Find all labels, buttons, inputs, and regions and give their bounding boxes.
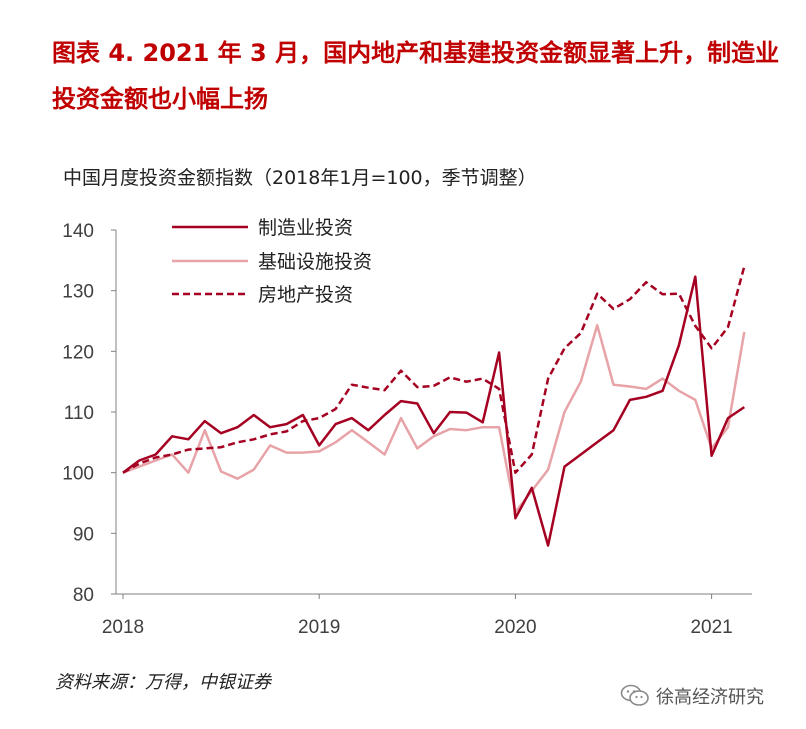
figure-title: 图表 4. 2021 年 3 月，国内地产和基建投资金额显著上升，制造业投资金额…: [52, 39, 780, 113]
source-note: 资料来源：万得，中银证券: [55, 672, 271, 693]
watermark: 徐高经济研究: [620, 683, 764, 709]
y-tick-label: 110: [64, 403, 94, 424]
y-tick-label: 90: [73, 524, 94, 545]
series-line-1: [122, 323, 746, 514]
watermark-text: 徐高经济研究: [656, 687, 764, 708]
x-tick-label: 2021: [690, 617, 732, 638]
y-tick-label: 100: [62, 464, 94, 485]
legend-label: 房地产投资: [258, 284, 353, 306]
series-line-2: [122, 266, 746, 474]
y-tick-label: 80: [73, 585, 94, 606]
y-tick-label: 140: [62, 221, 94, 242]
legend-label: 基础设施投资: [258, 251, 372, 273]
y-tick-label: 130: [62, 282, 94, 303]
chart-subtitle: 中国月度投资金额指数（2018年1月=100，季节调整）: [63, 167, 537, 189]
chat-bubbles-icon: [620, 684, 649, 706]
x-tick-label: 2019: [298, 617, 340, 638]
series-layer: [122, 266, 746, 547]
series-line-0: [122, 275, 745, 547]
chart-axes: 80 90 100 110 120 130 140 2018 2019 2020 2021: [62, 221, 752, 638]
x-tick-label: 2020: [494, 617, 536, 638]
x-tick-label: 2018: [102, 617, 144, 638]
legend-label: 制造业投资: [258, 217, 353, 239]
y-tick-label: 120: [62, 342, 94, 363]
